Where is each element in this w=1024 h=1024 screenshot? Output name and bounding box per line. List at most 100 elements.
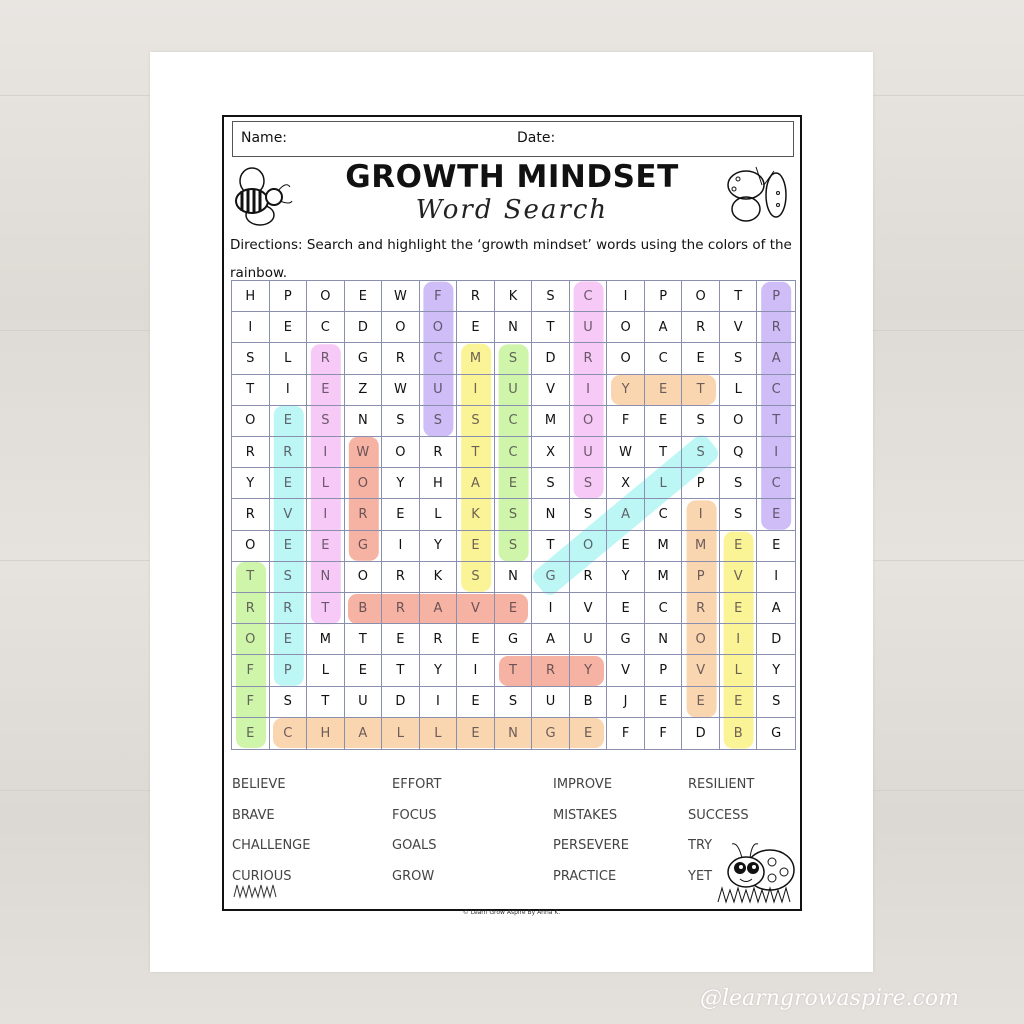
grid-cell[interactable]: H xyxy=(232,281,270,313)
grid-cell[interactable]: F xyxy=(645,717,683,749)
grid-cell[interactable]: F xyxy=(232,686,270,718)
grid-cell[interactable]: L xyxy=(719,374,758,406)
grid-cell[interactable]: R xyxy=(532,655,570,687)
grid-cell[interactable]: L xyxy=(307,468,345,500)
grid-cell[interactable]: V xyxy=(569,593,608,625)
grid-cell[interactable]: L xyxy=(420,717,458,749)
grid-cell[interactable]: I xyxy=(757,437,795,469)
grid-cell[interactable]: D xyxy=(532,343,570,375)
grid-cell[interactable]: E xyxy=(494,468,533,500)
grid-cell[interactable]: L xyxy=(719,655,758,687)
grid-cell[interactable]: I xyxy=(757,562,795,593)
grid-cell[interactable]: H xyxy=(419,468,458,500)
grid-cell[interactable]: C xyxy=(569,281,608,313)
grid-cell[interactable]: C xyxy=(757,375,795,406)
grid-cell[interactable]: S xyxy=(719,343,758,375)
grid-cell[interactable]: I xyxy=(607,281,645,313)
grid-cell[interactable]: E xyxy=(757,499,795,531)
grid-cell[interactable]: O xyxy=(569,530,608,562)
grid-cell[interactable]: N xyxy=(495,717,533,749)
grid-cell[interactable]: T xyxy=(307,593,345,625)
grid-cell[interactable]: A xyxy=(644,312,683,344)
grid-cell[interactable]: W xyxy=(607,437,645,469)
grid-cell[interactable]: R xyxy=(757,312,795,344)
grid-cell[interactable]: N xyxy=(494,561,533,593)
grid-cell[interactable]: L xyxy=(382,717,420,749)
grid-cell[interactable]: D xyxy=(382,686,420,718)
grid-cell[interactable]: G xyxy=(532,561,570,593)
grid-cell[interactable]: S xyxy=(494,499,533,531)
grid-cell[interactable]: G xyxy=(532,717,570,749)
grid-cell[interactable]: C xyxy=(644,499,683,531)
grid-cell[interactable]: C xyxy=(494,437,533,469)
grid-cell[interactable]: S xyxy=(494,343,533,375)
grid-cell[interactable]: O xyxy=(307,281,345,313)
grid-cell[interactable]: S xyxy=(269,561,308,593)
grid-cell[interactable]: F xyxy=(607,717,645,749)
grid-cell[interactable]: E xyxy=(344,655,383,687)
grid-cell[interactable]: P xyxy=(269,281,308,313)
grid-cell[interactable]: E xyxy=(344,281,383,313)
grid-cell[interactable]: P xyxy=(757,281,795,313)
grid-cell[interactable]: E xyxy=(382,499,420,531)
grid-cell[interactable]: M xyxy=(644,530,683,562)
grid-cell[interactable]: K xyxy=(494,281,533,313)
grid-cell[interactable]: R xyxy=(232,437,270,469)
grid-cell[interactable]: M xyxy=(682,530,720,562)
grid-cell[interactable]: R xyxy=(382,343,420,375)
grid-cell[interactable]: I xyxy=(457,655,495,687)
grid-cell[interactable]: G xyxy=(607,624,645,656)
grid-cell[interactable]: T xyxy=(382,655,420,687)
grid-cell[interactable]: K xyxy=(419,561,458,593)
grid-cell[interactable]: T xyxy=(532,312,570,344)
grid-cell[interactable]: E xyxy=(644,374,683,406)
grid-cell[interactable]: V xyxy=(719,561,758,593)
grid-cell[interactable]: B xyxy=(720,717,758,749)
grid-cell[interactable]: S xyxy=(494,530,533,562)
grid-cell[interactable]: R xyxy=(382,561,420,593)
grid-cell[interactable]: C xyxy=(270,717,308,749)
grid-cell[interactable]: A xyxy=(419,593,458,625)
grid-cell[interactable]: R xyxy=(569,561,608,593)
grid-cell[interactable]: Y xyxy=(419,655,458,687)
grid-cell[interactable]: T xyxy=(232,374,270,406)
grid-cell[interactable]: X xyxy=(532,437,570,469)
grid-cell[interactable]: P xyxy=(682,561,720,593)
grid-cell[interactable]: L xyxy=(644,468,683,500)
grid-cell[interactable]: T xyxy=(494,655,533,687)
grid-cell[interactable]: O xyxy=(232,624,270,656)
grid-cell[interactable]: B xyxy=(344,593,383,625)
grid-cell[interactable]: E xyxy=(570,717,608,749)
grid-cell[interactable]: S xyxy=(569,499,608,531)
grid-cell[interactable]: E xyxy=(607,593,645,625)
grid-cell[interactable]: U xyxy=(494,374,533,406)
grid-cell[interactable]: E xyxy=(269,624,308,656)
grid-cell[interactable]: V xyxy=(269,499,308,531)
grid-cell[interactable]: N xyxy=(344,405,383,437)
grid-cell[interactable]: Y xyxy=(419,530,458,562)
grid-cell[interactable]: N xyxy=(644,624,683,656)
grid-cell[interactable]: E xyxy=(719,593,758,625)
grid-cell[interactable]: L xyxy=(269,343,308,375)
grid-cell[interactable]: P xyxy=(682,468,720,500)
grid-cell[interactable]: E xyxy=(307,374,345,406)
grid-cell[interactable]: E xyxy=(757,531,795,562)
grid-cell[interactable]: V xyxy=(457,593,495,625)
grid-cell[interactable]: O xyxy=(682,624,720,656)
grid-cell[interactable]: Y xyxy=(607,561,645,593)
grid-cell[interactable]: S xyxy=(532,281,570,313)
grid-cell[interactable]: I xyxy=(682,499,720,531)
grid-cell[interactable]: T xyxy=(682,374,720,406)
grid-cell[interactable]: I xyxy=(457,374,495,406)
grid-cell[interactable]: E xyxy=(457,530,495,562)
grid-cell[interactable]: E xyxy=(719,530,758,562)
grid-cell[interactable]: E xyxy=(607,530,645,562)
grid-cell[interactable]: V xyxy=(607,655,645,687)
grid-cell[interactable]: I xyxy=(569,374,608,406)
grid-cell[interactable]: G xyxy=(771,725,782,741)
grid-cell[interactable]: S xyxy=(382,405,420,437)
grid-cell[interactable]: B xyxy=(569,686,608,718)
grid-cell[interactable]: E xyxy=(719,686,758,718)
grid-cell[interactable]: E xyxy=(269,405,308,437)
grid-cell[interactable]: T xyxy=(719,281,758,313)
